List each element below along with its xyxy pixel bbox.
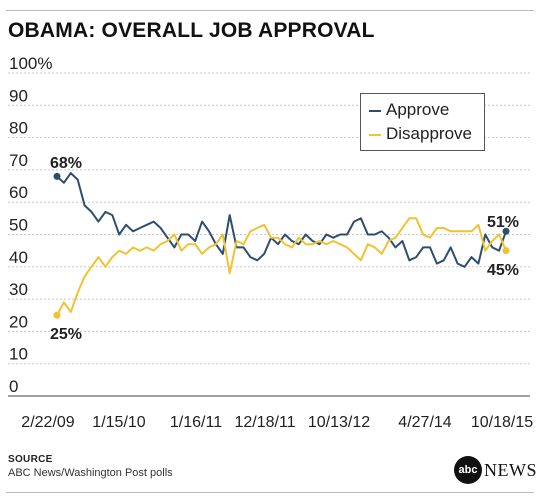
legend-label-approve: Approve (386, 100, 450, 119)
legend: Approve Disapprove (360, 93, 485, 151)
series-line-disapprove (56, 217, 507, 316)
logo-news-text: NEWS (484, 460, 537, 480)
end-label-approve-end: 51% (487, 214, 519, 231)
top-rule (6, 10, 534, 11)
y-tick-label: 0 (9, 377, 18, 396)
end-point-disapprove (502, 247, 510, 255)
abc-logo-icon: abc (454, 456, 482, 484)
x-tick-label: 1/16/11 (170, 414, 222, 431)
x-tick-label: 12/18/11 (234, 414, 295, 431)
end-label-disapprove-start: 25% (50, 326, 82, 343)
y-tick-label: 80 (9, 119, 28, 138)
y-tick-label: 40 (9, 248, 28, 267)
y-tick-label: 90 (9, 86, 28, 105)
x-tick-label: 10/18/15 (471, 414, 533, 431)
source-text: ABC News/Washington Post polls (8, 467, 173, 479)
bottom-rule (6, 492, 534, 493)
series-line-approve (56, 172, 507, 268)
x-tick-label: 10/13/12 (308, 414, 370, 431)
x-tick-label: 1/15/10 (92, 414, 145, 431)
chart-title: OBAMA: OVERALL JOB APPROVAL (8, 19, 375, 42)
y-tick-label: 20 (9, 312, 28, 331)
y-tick-label: 50 (9, 216, 28, 235)
approve-swatch (369, 109, 381, 112)
y-tick-label: 70 (9, 151, 28, 170)
legend-item-approve: Approve (369, 100, 449, 120)
y-tick-label: 10 (9, 345, 28, 364)
y-tick-label: 60 (9, 183, 28, 202)
start-point-approve (53, 172, 61, 180)
legend-label-disapprove: Disapprove (386, 124, 472, 143)
end-label-disapprove-end: 45% (487, 262, 519, 279)
y-tick-label: 100% (9, 54, 52, 73)
start-point-disapprove (53, 311, 61, 319)
end-point-approve (502, 227, 510, 235)
legend-item-disapprove: Disapprove (369, 124, 472, 144)
disapprove-swatch (369, 133, 381, 136)
end-label-approve-start: 68% (50, 155, 82, 172)
source-heading: SOURCE (8, 454, 53, 465)
x-tick-label: 4/27/14 (398, 414, 451, 431)
y-tick-label: 30 (9, 280, 28, 299)
x-tick-label: 2/22/09 (21, 414, 74, 431)
